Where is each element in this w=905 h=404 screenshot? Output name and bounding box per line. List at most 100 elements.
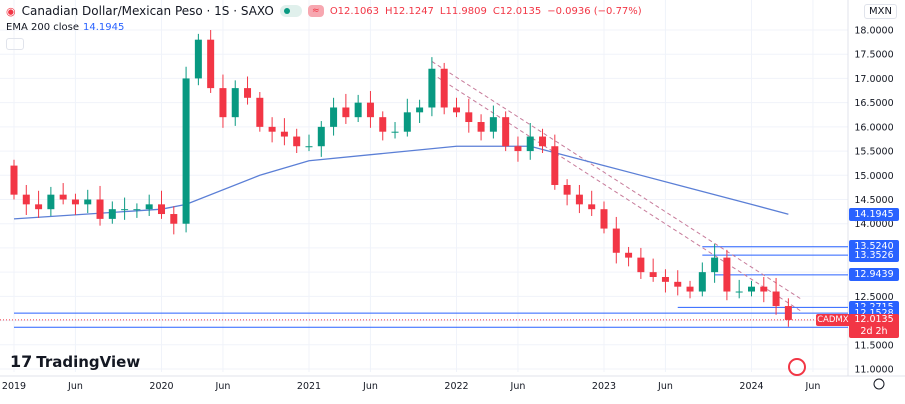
x-tick-label: Jun	[510, 381, 526, 392]
x-tick-label: 2022	[444, 381, 468, 392]
candle-body	[280, 131, 288, 137]
x-tick-label: 2021	[297, 381, 321, 392]
candle-body	[108, 209, 116, 219]
ohlc-close: C12.0135	[492, 5, 542, 17]
y-tick-label: 14.0000	[854, 219, 893, 230]
tv-logo-icon: 𝟭𝟳	[10, 352, 33, 371]
candle-body	[182, 78, 190, 224]
candle-body	[489, 117, 497, 132]
y-tick-label: 17.0000	[854, 74, 893, 85]
y-tick-label: 11.0000	[854, 365, 893, 376]
market-status-icon[interactable]	[279, 5, 302, 17]
flag-icon: ◉	[6, 4, 16, 18]
indicator-legend[interactable]: EMA 200 close 14.1945	[6, 22, 124, 33]
ohlc-high: H12.1247	[385, 5, 434, 17]
candle-body	[121, 209, 129, 211]
candle-body	[305, 146, 313, 148]
candle-body	[612, 228, 620, 253]
symbol-label: CADMXN	[816, 314, 856, 326]
candle-body	[711, 257, 719, 273]
x-tick-label: Jun	[215, 381, 231, 392]
candle-body	[440, 68, 448, 108]
collapse-legend-button[interactable]	[6, 38, 24, 50]
y-tick-label: 16.0000	[854, 122, 893, 133]
y-tick-label: 15.0000	[854, 171, 893, 182]
candle-body	[453, 107, 460, 113]
candle-body	[330, 107, 338, 127]
candle-body	[354, 102, 362, 118]
candle-body	[96, 199, 104, 219]
x-tick-label: Jun	[805, 381, 821, 392]
tradingview-logo[interactable]: 𝟭𝟳 TradingView	[10, 352, 140, 371]
candle-body	[686, 286, 694, 292]
indicator-label: EMA 200 close	[6, 22, 79, 33]
candle-body	[539, 136, 547, 147]
candle-body	[428, 68, 436, 108]
candle-body	[35, 204, 43, 210]
symbol-title[interactable]: Canadian Dollar/Mexican Peso · 1S · SAXO	[21, 4, 274, 18]
indicator-value: 14.1945	[83, 22, 125, 33]
candle-body	[465, 112, 473, 123]
candle-body	[379, 117, 387, 132]
candle-body	[563, 184, 571, 195]
last-price-label: 12.0135 2d 2h	[849, 313, 899, 338]
y-tick-label: 14.5000	[854, 195, 893, 206]
price-level-label: 14.1945	[849, 207, 899, 221]
candle-body	[625, 252, 633, 258]
candle-body	[145, 204, 153, 210]
ohlc-change: −0.0936 (−0.77%)	[547, 5, 642, 17]
x-tick-label: 2023	[592, 381, 616, 392]
candle-body	[760, 286, 768, 292]
candle-body	[207, 39, 215, 89]
candle-body	[244, 88, 252, 98]
candle-body	[158, 204, 165, 215]
candle-body	[698, 272, 706, 292]
x-tick-label: Jun	[67, 381, 83, 392]
candle-body	[477, 122, 485, 132]
candle-body	[170, 214, 178, 224]
candle-body	[514, 146, 522, 152]
candle-body	[84, 199, 92, 205]
x-tick-label: 2019	[2, 381, 26, 392]
candle-body	[551, 146, 559, 185]
candle-body	[133, 209, 141, 211]
y-tick-label: 11.5000	[854, 340, 893, 351]
price-level-label: 12.9439	[849, 268, 899, 282]
candle-body	[735, 291, 743, 293]
candle-body	[366, 102, 374, 118]
candle-body	[317, 126, 325, 147]
candle-body	[649, 272, 657, 277]
currency-label[interactable]: MXN	[864, 4, 897, 19]
price-level-label: 13.3526	[849, 248, 899, 262]
y-tick-label: 16.5000	[854, 98, 893, 109]
trend-line	[431, 61, 801, 300]
candle-body	[575, 194, 583, 205]
ohlc-open: O12.1063	[329, 5, 380, 17]
candle-body	[674, 281, 682, 287]
y-tick-label: 17.5000	[854, 50, 893, 61]
candle-body	[22, 194, 30, 205]
x-tick-label: Jun	[362, 381, 378, 392]
trend-line	[431, 73, 801, 312]
candle-body	[784, 306, 792, 320]
candle-body	[416, 107, 424, 113]
candle-body	[600, 209, 608, 229]
candle-body	[661, 276, 669, 282]
chart-header: ◉ Canadian Dollar/Mexican Peso · 1S · SA…	[6, 4, 642, 18]
candle-body	[723, 257, 731, 292]
x-tick-label: 2020	[149, 381, 173, 392]
y-tick-label: 12.5000	[854, 292, 893, 303]
y-tick-label: 15.5000	[854, 147, 893, 158]
replay-icon	[788, 358, 806, 376]
settings-icon	[873, 378, 885, 390]
brand-name: TradingView	[36, 352, 141, 371]
candle-body	[588, 204, 596, 210]
candle-body	[268, 126, 276, 132]
candle-body	[748, 286, 755, 292]
compare-icon[interactable]: ≈	[307, 5, 324, 17]
candle-body	[293, 136, 301, 147]
x-tick-label: 2024	[739, 381, 763, 392]
candle-body	[59, 194, 67, 200]
